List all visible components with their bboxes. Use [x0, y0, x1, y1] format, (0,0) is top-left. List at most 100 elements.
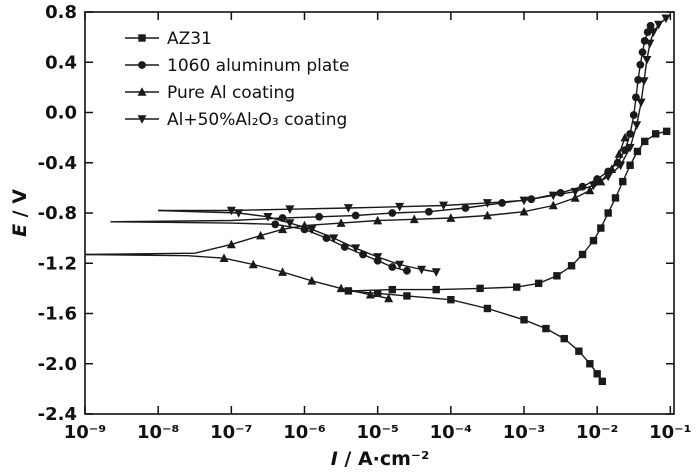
- marker-triangle-down: [649, 28, 659, 37]
- x-tick-label: 10⁻⁵: [356, 422, 398, 443]
- y-axis-ticks: 0.8 0.4 0.0 -0.4 -0.8 -1.2 -1.6 -2.0 -2.4: [38, 2, 674, 425]
- x-tick-label: 10⁻³: [503, 422, 545, 443]
- marker-triangle-down: [373, 253, 383, 262]
- marker-triangle-up: [373, 215, 383, 225]
- marker-triangle-down: [431, 268, 441, 277]
- legend: AZ31 1060 aluminum plate Pure Al coating Al…: [125, 29, 349, 130]
- y-axis-variable: E: [9, 223, 31, 237]
- marker-square: [586, 360, 594, 368]
- marker-triangle-down: [343, 204, 353, 213]
- series-al1060: [110, 21, 655, 275]
- marker-triangle-down: [570, 187, 580, 197]
- marker-square: [512, 283, 521, 291]
- marker-triangle-down: [263, 212, 273, 222]
- series-al1060-cathodic-line: [110, 221, 408, 272]
- marker-triangle-down: [616, 161, 626, 171]
- x-tick-label: 10⁻⁸: [137, 422, 179, 443]
- marker-triangle-down: [395, 202, 405, 212]
- marker-circle: [403, 266, 411, 275]
- marker-triangle-down: [307, 225, 317, 235]
- y-tick-label: -0.8: [38, 203, 77, 224]
- marker-square: [138, 34, 146, 42]
- marker-square: [373, 289, 382, 298]
- marker-triangle-up: [384, 293, 394, 303]
- marker-triangle-up: [365, 289, 375, 299]
- y-axis-title: E / V: [9, 189, 31, 237]
- marker-triangle-down: [603, 172, 613, 182]
- marker-square: [432, 285, 440, 294]
- marker-triangle-up: [585, 185, 595, 195]
- marker-triangle-up: [248, 259, 258, 269]
- marker-triangle-down: [351, 244, 361, 253]
- marker-triangle-up: [482, 210, 492, 220]
- marker-square: [560, 334, 568, 343]
- marker-triangle-up: [519, 206, 529, 216]
- marker-square: [598, 377, 606, 386]
- x-axis-units: / A·cm⁻²: [337, 448, 430, 470]
- y-tick-label: 0.4: [45, 52, 77, 73]
- marker-triangle-down: [482, 199, 492, 208]
- marker-square: [589, 236, 598, 245]
- marker-square: [567, 262, 576, 270]
- marker-square: [626, 161, 634, 169]
- marker-triangle-down: [548, 191, 558, 201]
- marker-triangle-up: [336, 283, 346, 293]
- y-tick-label: -2.0: [38, 354, 77, 375]
- marker-circle: [315, 212, 324, 221]
- legend-entry-az31: AZ31: [125, 29, 212, 49]
- marker-triangle-up: [570, 193, 580, 202]
- marker-triangle-up: [548, 200, 558, 210]
- marker-triangle-down: [589, 181, 599, 191]
- marker-square: [483, 304, 492, 313]
- marker-circle: [643, 28, 652, 36]
- legend-entry-pure-al: Pure Al coating: [125, 83, 295, 103]
- marker-square: [662, 127, 671, 136]
- marker-square: [611, 194, 620, 202]
- marker-square: [388, 285, 397, 294]
- marker-triangle-down: [636, 98, 646, 108]
- x-tick-label: 10⁻⁷: [210, 422, 252, 443]
- marker-triangle-down: [417, 265, 427, 275]
- marker-triangle-down: [395, 260, 405, 270]
- marker-triangle-up: [256, 230, 266, 240]
- marker-triangle-up: [278, 267, 288, 276]
- y-axis-units: / V: [9, 189, 31, 224]
- legend-label: Pure Al coating: [167, 83, 295, 103]
- marker-triangle-up: [446, 213, 456, 222]
- marker-circle: [271, 220, 280, 229]
- marker-circle: [138, 61, 146, 69]
- marker-square: [641, 137, 649, 146]
- series-az31: [344, 127, 671, 386]
- marker-square: [593, 370, 601, 378]
- marker-square: [578, 250, 587, 259]
- marker-triangle-down: [625, 143, 635, 153]
- y-tick-label: -2.4: [38, 404, 77, 425]
- marker-triangle-up: [278, 224, 288, 234]
- x-tick-label: 10⁻²: [576, 422, 618, 443]
- marker-triangle-down: [137, 115, 147, 124]
- marker-triangle-down: [632, 121, 642, 130]
- marker-triangle-down: [234, 209, 244, 218]
- marker-circle: [424, 207, 433, 216]
- y-tick-label: -1.6: [38, 304, 77, 325]
- y-tick-label: 0.0: [45, 103, 77, 124]
- marker-triangle-down: [645, 39, 655, 49]
- marker-triangle-up: [336, 218, 346, 227]
- marker-circle: [636, 60, 645, 69]
- x-tick-label: 10⁻¹: [649, 422, 691, 443]
- marker-square: [542, 324, 550, 333]
- marker-circle: [388, 263, 397, 271]
- marker-square: [575, 347, 583, 355]
- marker-circle: [461, 204, 470, 212]
- marker-square: [476, 284, 484, 293]
- marker-triangle-down: [639, 77, 649, 86]
- marker-square: [520, 316, 528, 324]
- marker-triangle-up: [409, 214, 419, 224]
- marker-triangle-down: [226, 206, 236, 216]
- series-al-al2o3: [158, 14, 671, 277]
- marker-triangle-up: [137, 87, 147, 96]
- marker-triangle-down: [642, 55, 652, 65]
- marker-triangle-down: [439, 201, 449, 211]
- marker-circle: [498, 199, 506, 207]
